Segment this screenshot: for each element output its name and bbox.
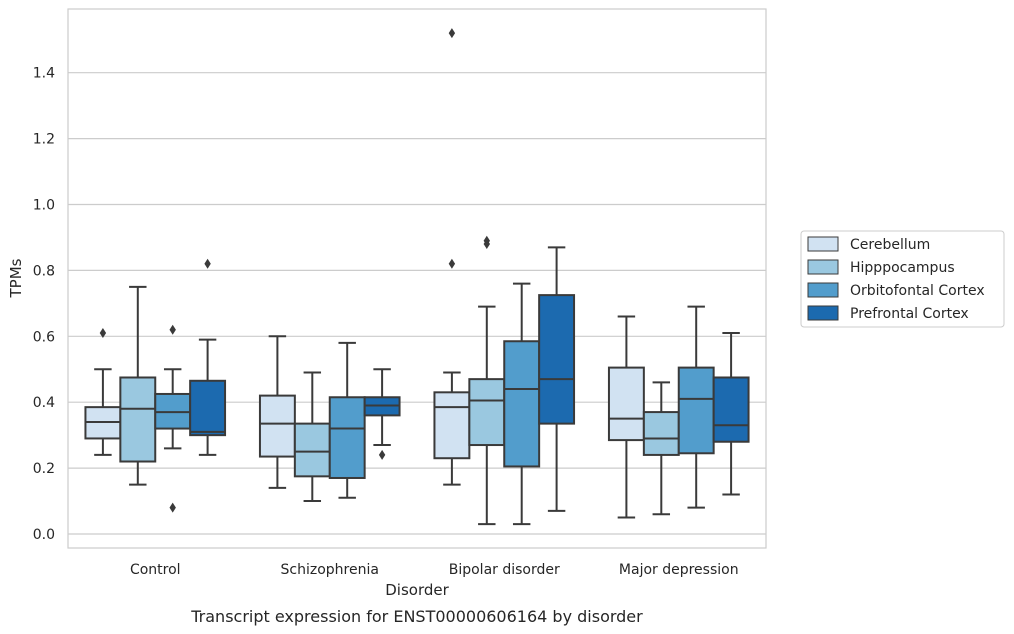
plot-area-background [68, 9, 766, 548]
x-tick-label: Bipolar disorder [449, 562, 560, 578]
legend-entry: Cerebellum [807, 236, 930, 253]
legend-swatch [807, 282, 839, 298]
box-orbitofontal-cortex [328, 341, 366, 499]
y-tick-label: 1.0 [33, 198, 55, 214]
iqr-box [293, 422, 331, 478]
outlier-point [169, 502, 176, 513]
y-tick-label: 0.4 [33, 395, 55, 411]
outlier-point [448, 28, 456, 39]
legend-swatch [807, 236, 839, 252]
y-tick-label: 1.4 [33, 66, 55, 82]
iqr-box [677, 366, 715, 455]
box-prefrontal-cortex [189, 258, 227, 456]
box-cerebellum [607, 315, 645, 519]
outlier-point [448, 258, 456, 269]
box-orbitofontal-cortex [677, 305, 715, 509]
outlier-point [378, 449, 386, 460]
legend-swatch [807, 259, 839, 275]
box-prefrontal-cortex [712, 332, 750, 496]
box-groups [84, 28, 750, 526]
legend-label: Hipppocampus [850, 260, 955, 276]
legend-label: Prefrontal Cortex [850, 306, 969, 322]
iqr-box [607, 366, 645, 442]
iqr-box [258, 394, 296, 458]
x-axis-tick-labels: Control Schizophrenia Bipolar disorder Majo… [130, 562, 739, 578]
legend-label: Cerebellum [850, 237, 930, 253]
x-tick-label: Control [130, 562, 181, 578]
chart-title: Transcript expression for ENST0000060616… [190, 607, 643, 626]
y-tick-label: 0.2 [33, 461, 55, 477]
iqr-box [189, 379, 227, 437]
box-prefrontal-cortex [538, 246, 576, 512]
y-tick-label: 0.8 [33, 263, 55, 279]
box-hipppocampus [468, 235, 506, 526]
iqr-box [538, 294, 576, 425]
box-cerebellum [84, 328, 122, 456]
legend-entries: Cerebellum Hipppocampus Orbitofontal Corte… [807, 236, 985, 322]
y-axis-label: TPMs [7, 258, 25, 298]
iqr-box [119, 376, 157, 463]
x-axis-label: Disorder [385, 581, 449, 599]
iqr-box [642, 411, 680, 456]
plot-frame [67, 8, 767, 549]
box-prefrontal-cortex [363, 368, 401, 460]
box-orbitofontal-cortex [503, 282, 541, 526]
y-tick-label: 0.0 [33, 527, 55, 543]
y-tick-label: 0.6 [33, 329, 55, 345]
box-hipppocampus [642, 381, 680, 516]
legend-entry: Orbitofontal Cortex [807, 282, 985, 299]
y-axis-tick-labels: 0.0 0.2 0.4 0.6 0.8 1.0 1.2 1.4 [33, 66, 55, 543]
legend-entry: Hipppocampus [807, 259, 955, 276]
box-orbitofontal-cortex [154, 324, 192, 513]
legend-label: Orbitofontal Cortex [850, 283, 985, 299]
x-tick-label: Schizophrenia [281, 562, 379, 578]
iqr-box [503, 340, 541, 468]
outlier-point [483, 235, 490, 246]
iqr-box [468, 378, 506, 447]
box-cerebellum [433, 28, 471, 486]
outlier-point [99, 328, 107, 339]
x-tick-label: Major depression [619, 562, 739, 578]
outlier-point [169, 324, 176, 335]
y-tick-label: 1.2 [33, 132, 55, 148]
outlier-point [204, 258, 211, 269]
legend-swatch [807, 305, 839, 321]
iqr-box [328, 396, 366, 479]
iqr-box [712, 376, 750, 443]
box-hipppocampus [293, 371, 331, 503]
legend: Cerebellum Hipppocampus Orbitofontal Corte… [800, 230, 1005, 328]
legend-frame [800, 230, 1005, 328]
legend-entry: Prefrontal Cortex [807, 305, 969, 322]
iqr-box [433, 391, 471, 460]
